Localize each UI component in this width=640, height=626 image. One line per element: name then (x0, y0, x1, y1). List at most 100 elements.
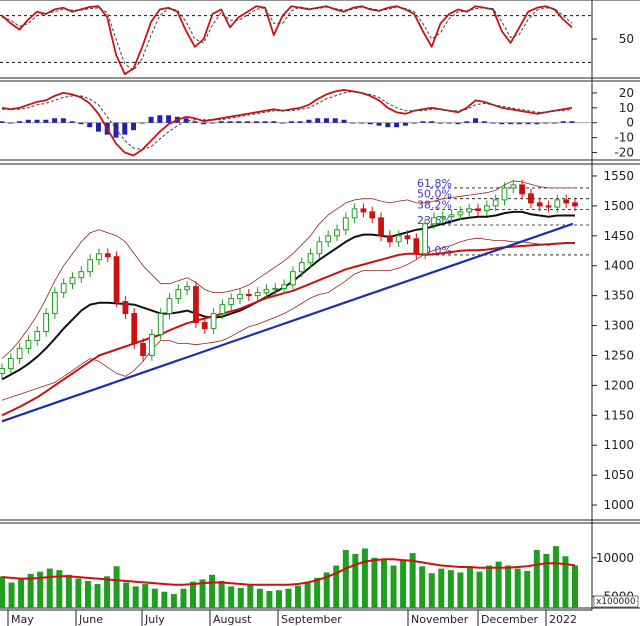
candle-body (545, 205, 552, 208)
candle-body (184, 286, 191, 291)
volume-bar (209, 574, 216, 608)
volume-bar (247, 585, 254, 608)
volume-bar (495, 561, 502, 608)
volume-bar (457, 572, 464, 608)
stochastic-d-line (1, 6, 573, 71)
y-tick-label: -10 (614, 131, 634, 145)
volume-bar (543, 553, 550, 608)
volume-bar (113, 566, 120, 608)
macd-histogram-bar (148, 116, 154, 123)
macd-histogram-bar (551, 122, 557, 124)
candle-body (501, 187, 508, 201)
macd-histogram-bar (464, 121, 470, 123)
candle-body (519, 184, 525, 195)
candle-body (563, 199, 570, 204)
candle-body (431, 217, 437, 225)
macd-histogram-bar (508, 122, 514, 125)
candle-body (439, 216, 446, 219)
macd-histogram-bar (262, 121, 268, 123)
candle-body (395, 235, 402, 243)
y-tick-label: 1200 (603, 378, 634, 392)
macd-histogram-bar (192, 121, 198, 123)
volume-bar (132, 586, 139, 608)
candle-body (281, 284, 287, 289)
volume-bar (476, 571, 483, 608)
candle-body (386, 235, 393, 243)
candle-body (342, 217, 349, 231)
candle-body (175, 289, 182, 300)
macd-histogram-bar (315, 118, 321, 123)
bollinger-upper-band (1, 180, 575, 359)
stochastic-k-line (1, 5, 573, 75)
candle-body (413, 238, 420, 255)
macd-histogram-bar (253, 121, 259, 123)
macd-histogram-bar (52, 118, 58, 123)
volume-bar (27, 574, 34, 608)
volume-bar (266, 591, 273, 608)
x-month-label: November (411, 613, 469, 626)
volume-bar (304, 581, 311, 608)
macd-histogram-bar (60, 118, 66, 123)
macd-histogram-bar (78, 122, 84, 125)
candle-body (334, 229, 340, 237)
x-month-label: August (213, 613, 252, 626)
candle-body (7, 357, 14, 370)
macd-histogram-bar (288, 121, 294, 123)
candle-body (113, 256, 120, 303)
y-tick-label: -20 (614, 146, 634, 160)
volume-bar (56, 570, 63, 608)
volume-bar (0, 576, 5, 608)
candle-body (148, 334, 155, 356)
candle-body (290, 271, 296, 286)
volume-bar (104, 576, 111, 608)
macd-histogram-bar (306, 119, 312, 123)
trendline (1, 222, 574, 423)
candle-body (87, 259, 94, 273)
y-tick-label: 10000 (596, 551, 634, 565)
candle-body (210, 313, 217, 330)
macd-histogram-bar (297, 121, 303, 123)
candle-body (166, 298, 173, 315)
volume-bar (161, 591, 168, 608)
volume-bar (352, 553, 359, 608)
candle-body (307, 253, 314, 264)
y-tick-label: 1250 (603, 348, 634, 362)
candle-body (448, 214, 455, 218)
macd-histogram-bar (420, 121, 426, 123)
candle-body (554, 199, 561, 208)
candle-body (78, 271, 85, 279)
candle-body (193, 286, 199, 324)
y-tick-label: 1300 (603, 319, 634, 333)
volume-bar (237, 587, 244, 608)
macd-histogram-bar (499, 122, 505, 125)
volume-bar (151, 588, 158, 608)
stochastic-panel: 50 (0, 5, 634, 75)
macd-signal-line (2, 90, 573, 151)
macd-histogram-bar (394, 122, 400, 128)
y-tick-label: 20 (619, 86, 634, 100)
macd-histogram-bar (0, 121, 5, 123)
candle-body (228, 298, 235, 306)
y-tick-label: 1550 (603, 169, 634, 183)
volume-bar (333, 565, 340, 608)
volume-bar (123, 582, 130, 608)
candle-body (122, 301, 129, 315)
volume-bar (419, 566, 426, 608)
fibonacci-level-label: 61.8% (417, 177, 452, 190)
candle-body (60, 283, 67, 294)
y-tick-label: 0 (626, 116, 634, 130)
volume-bar (285, 588, 292, 608)
volume-bar (400, 560, 407, 608)
macd-histogram-bar (201, 122, 207, 125)
volume-unit-box (593, 595, 639, 608)
macd-histogram-bar (490, 122, 496, 124)
candle-body (219, 304, 226, 315)
candle-body (325, 235, 332, 243)
x-month-label: June (78, 613, 103, 626)
y-tick-label: 50 (619, 32, 634, 46)
candle-body (492, 199, 499, 207)
volume-bar (94, 584, 101, 608)
macd-histogram-bar (323, 118, 329, 123)
candle-body (483, 205, 490, 212)
